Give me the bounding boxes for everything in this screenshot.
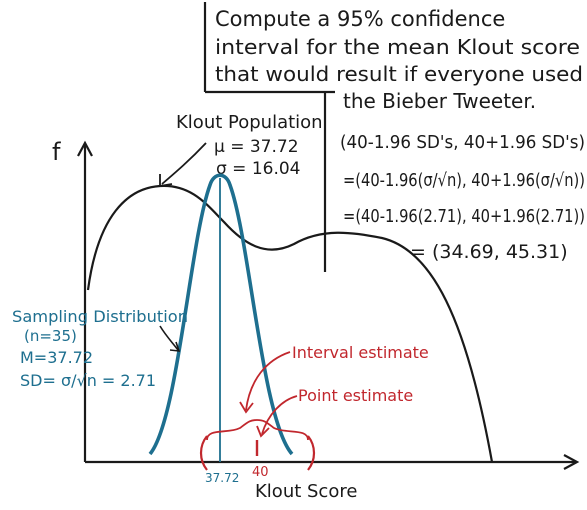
population-mu: μ = 37.72: [214, 137, 299, 157]
point-estimate-label: Point estimate: [298, 386, 413, 405]
tick-label-40: 40: [252, 465, 269, 480]
work-step-2: =(40-1.96(σ/√n), 40+1.96(σ/√n)): [343, 170, 585, 191]
population-sigma: σ = 16.04: [216, 159, 301, 179]
x-axis-arrowhead: [563, 454, 580, 470]
task-line-2: interval for the mean Klout score: [215, 35, 580, 59]
sampling-title: Sampling Distribution: [12, 307, 188, 326]
work-step-4: = (34.69, 45.31): [410, 241, 568, 263]
sampling-n: (n=35): [24, 327, 77, 345]
population-pointer-arrowhead: [159, 174, 173, 188]
interval-estimate-label: Interval estimate: [292, 343, 429, 362]
task-line-3: that would result if everyone used: [215, 62, 583, 86]
interval-brace: [206, 419, 309, 441]
interval-right-paren: [307, 435, 316, 471]
population-pointer: [161, 142, 207, 185]
work-step-1: (40-1.96 SD's, 40+1.96 SD's): [340, 132, 585, 153]
tick-label-mean: 37.72: [205, 471, 239, 485]
point-estimate-arrowhead: [256, 425, 270, 438]
sampling-curve: [148, 173, 294, 456]
sampling-mean: M=37.72: [20, 348, 93, 367]
point-estimate-pointer: [261, 395, 298, 435]
sampling-pointer: [159, 325, 179, 351]
y-axis-label: f: [52, 138, 61, 166]
task-line-1: Compute a 95% confidence: [215, 7, 505, 31]
interval-estimate-pointer: [245, 351, 291, 411]
sampling-sd: SD= σ/√n = 2.71: [20, 371, 156, 390]
population-curve: [86, 184, 494, 463]
population-title: Klout Population: [176, 112, 323, 133]
sampling-pointer-arrowhead: [169, 341, 181, 352]
interval-left-paren: [199, 435, 208, 471]
y-axis-arrowhead: [77, 140, 93, 157]
work-step-3: =(40-1.96(2.71), 40+1.96(2.71)): [343, 206, 585, 227]
task-line-4: the Bieber Tweeter.: [343, 89, 536, 113]
x-axis-label: Klout Score: [255, 481, 357, 502]
interval-estimate-arrowhead: [239, 401, 254, 414]
